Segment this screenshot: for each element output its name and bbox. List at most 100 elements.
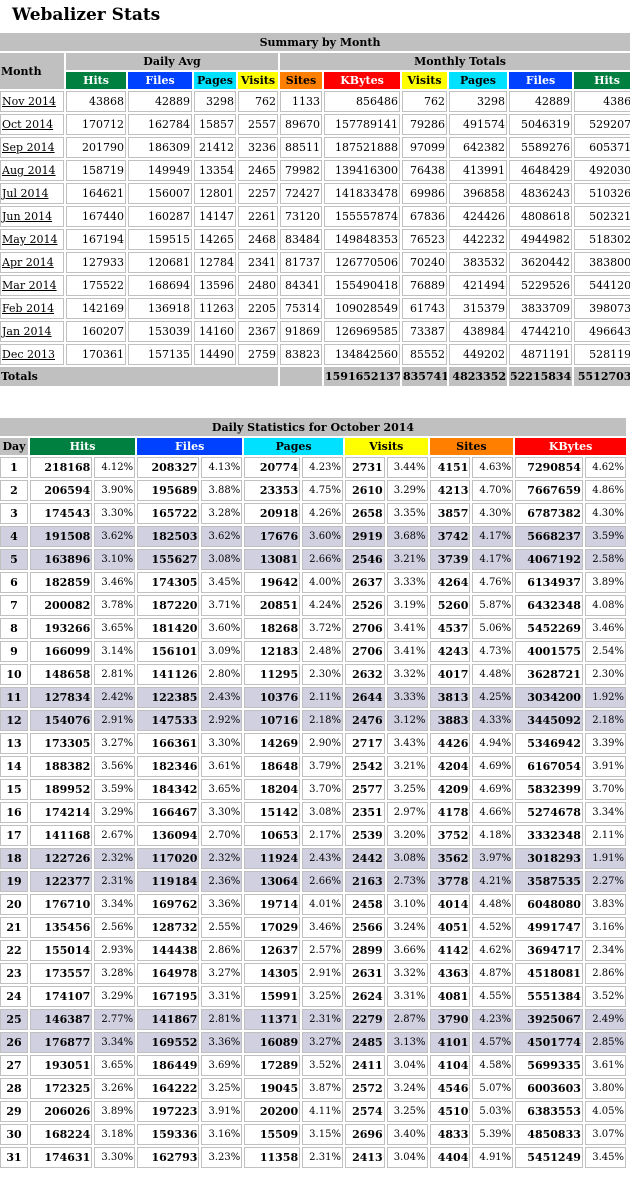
day-row: 12 154076 2.91% 147533 2.92% 10716 2.18% 2476 3.…: [0, 710, 626, 731]
files-pct-cell: 3.30%: [201, 733, 243, 754]
pages-cell: 18268: [244, 618, 301, 639]
pages-pct-cell: 2.91%: [302, 963, 343, 984]
day-header: Day: [0, 438, 28, 455]
month-link[interactable]: May 2014: [0, 229, 64, 250]
tot-visits-cell: 762: [402, 91, 447, 112]
sites-pct-cell: 4.52%: [472, 917, 514, 938]
day-row: 19 122377 2.31% 119184 2.36% 13064 2.66% 2163 2.…: [0, 871, 626, 892]
hits-pct-cell: 3.65%: [94, 618, 136, 639]
hits-pct-cell: 3.89%: [94, 1101, 136, 1122]
day-cell: 22: [0, 940, 28, 961]
visits-cell: 2644: [344, 687, 385, 708]
files-pct-cell: 3.08%: [201, 549, 243, 570]
visits-cell: 2624: [344, 986, 385, 1007]
pages-pct-cell: 4.26%: [302, 503, 343, 524]
tot-files-header: Files: [509, 72, 572, 89]
tot-pages-cell: 3298: [449, 91, 507, 112]
month-link[interactable]: Feb 2014: [0, 298, 64, 319]
pages-pct-cell: 3.52%: [302, 1055, 343, 1076]
month-link[interactable]: Oct 2014: [0, 114, 64, 135]
pages-pct-cell: 3.25%: [302, 986, 343, 1007]
avg-files-cell: 157135: [128, 344, 192, 365]
avg-files-cell: 153039: [128, 321, 192, 342]
tot-hits-cell: 5183026: [574, 229, 630, 250]
files-pct-cell: 3.45%: [201, 572, 243, 593]
tot-kbytes-cell: 187521888: [324, 137, 400, 158]
files-pct-cell: 2.80%: [201, 664, 243, 685]
pages-pct-cell: 2.90%: [302, 733, 343, 754]
pages-pct-cell: 3.72%: [302, 618, 343, 639]
files-cell: 174305: [137, 572, 200, 593]
hits-pct-cell: 3.27%: [94, 733, 136, 754]
hits-cell: 122726: [29, 848, 93, 869]
hits-pct-cell: 3.46%: [94, 572, 136, 593]
files-pct-cell: 2.86%: [201, 940, 243, 961]
pages-cell: 20851: [244, 595, 301, 616]
month-link[interactable]: Sep 2014: [0, 137, 64, 158]
kbytes-cell: 3587535: [515, 871, 583, 892]
files-pct-cell: 3.31%: [201, 986, 243, 1007]
day-cell: 11: [0, 687, 28, 708]
kbytes-cell: 6003603: [515, 1078, 583, 1099]
visits-pct-cell: 3.12%: [386, 710, 428, 731]
hits-cell: 200082: [29, 595, 93, 616]
sites-pct-cell: 5.03%: [472, 1101, 514, 1122]
pages-cell: 10376: [244, 687, 301, 708]
pages-cell: 14269: [244, 733, 301, 754]
month-link[interactable]: Nov 2014: [0, 91, 64, 112]
hits-pct-cell: 3.28%: [94, 963, 136, 984]
files-pct-cell: 3.91%: [201, 1101, 243, 1122]
files-pct-cell: 2.92%: [201, 710, 243, 731]
sites-cell: 4404: [429, 1147, 471, 1168]
month-link[interactable]: Jun 2014: [0, 206, 64, 227]
visits-pct-cell: 3.33%: [386, 687, 428, 708]
kbytes-pct-cell: 3.91%: [584, 756, 626, 777]
sites-pct-cell: 4.87%: [472, 963, 514, 984]
visits-cell: 2658: [344, 503, 385, 524]
month-link[interactable]: Jan 2014: [0, 321, 64, 342]
pages-cell: 15509: [244, 1124, 301, 1145]
hits-cell: 176710: [29, 894, 93, 915]
hits-cell: 174631: [29, 1147, 93, 1168]
files-cell: 165722: [137, 503, 200, 524]
kbytes-cell: 3925067: [515, 1009, 583, 1030]
visits-cell: 2717: [344, 733, 385, 754]
month-link[interactable]: Apr 2014: [0, 252, 64, 273]
pages-cell: 12637: [244, 940, 301, 961]
sites-cell: 3778: [429, 871, 471, 892]
day-cell: 4: [0, 526, 28, 547]
pages-pct-cell: 4.23%: [302, 457, 343, 478]
day-row: 18 122726 2.32% 117020 2.32% 11924 2.43% 2442 3.…: [0, 848, 626, 869]
hits-cell: 154076: [29, 710, 93, 731]
hits-cell: 188382: [29, 756, 93, 777]
day-cell: 25: [0, 1009, 28, 1030]
sites-pct-cell: 4.66%: [472, 802, 514, 823]
tot-pages-cell: 383532: [449, 252, 507, 273]
month-link[interactable]: Dec 2013: [0, 344, 64, 365]
kbytes-cell: 5832399: [515, 779, 583, 800]
day-row: 8 193266 3.65% 181420 3.60% 18268 3.72% 2706 3.4…: [0, 618, 626, 639]
month-link[interactable]: Jul 2014: [0, 183, 64, 204]
tot-hits-cell: 5292072: [574, 114, 630, 135]
day-cell: 16: [0, 802, 28, 823]
visits-pct-cell: 3.21%: [386, 549, 428, 570]
avg-files-cell: 160287: [128, 206, 192, 227]
avg-hits-cell: 142169: [66, 298, 126, 319]
day-row: 23 173557 3.28% 164978 3.27% 14305 2.91% 2631 3.…: [0, 963, 626, 984]
pages-pct-cell: 2.66%: [302, 871, 343, 892]
avg-hits-cell: 170712: [66, 114, 126, 135]
tot-visits-cell: 73387: [402, 321, 447, 342]
month-link[interactable]: Aug 2014: [0, 160, 64, 181]
tot-hits-header: Hits: [574, 72, 630, 89]
files-cell: 195689: [137, 480, 200, 501]
avg-files-cell: 120681: [128, 252, 192, 273]
tot-hits-cell: 6053711: [574, 137, 630, 158]
visits-pct-cell: 3.24%: [386, 1078, 428, 1099]
tot-pages-cell: 438984: [449, 321, 507, 342]
tot-pages-cell: 421494: [449, 275, 507, 296]
hits-cell: 173305: [29, 733, 93, 754]
month-link[interactable]: Mar 2014: [0, 275, 64, 296]
visits-cell: 2572: [344, 1078, 385, 1099]
day-row: 4 191508 3.62% 182503 3.62% 17676 3.60% 2919 3.6…: [0, 526, 626, 547]
day-row: 6 182859 3.46% 174305 3.45% 19642 4.00% 2637 3.3…: [0, 572, 626, 593]
